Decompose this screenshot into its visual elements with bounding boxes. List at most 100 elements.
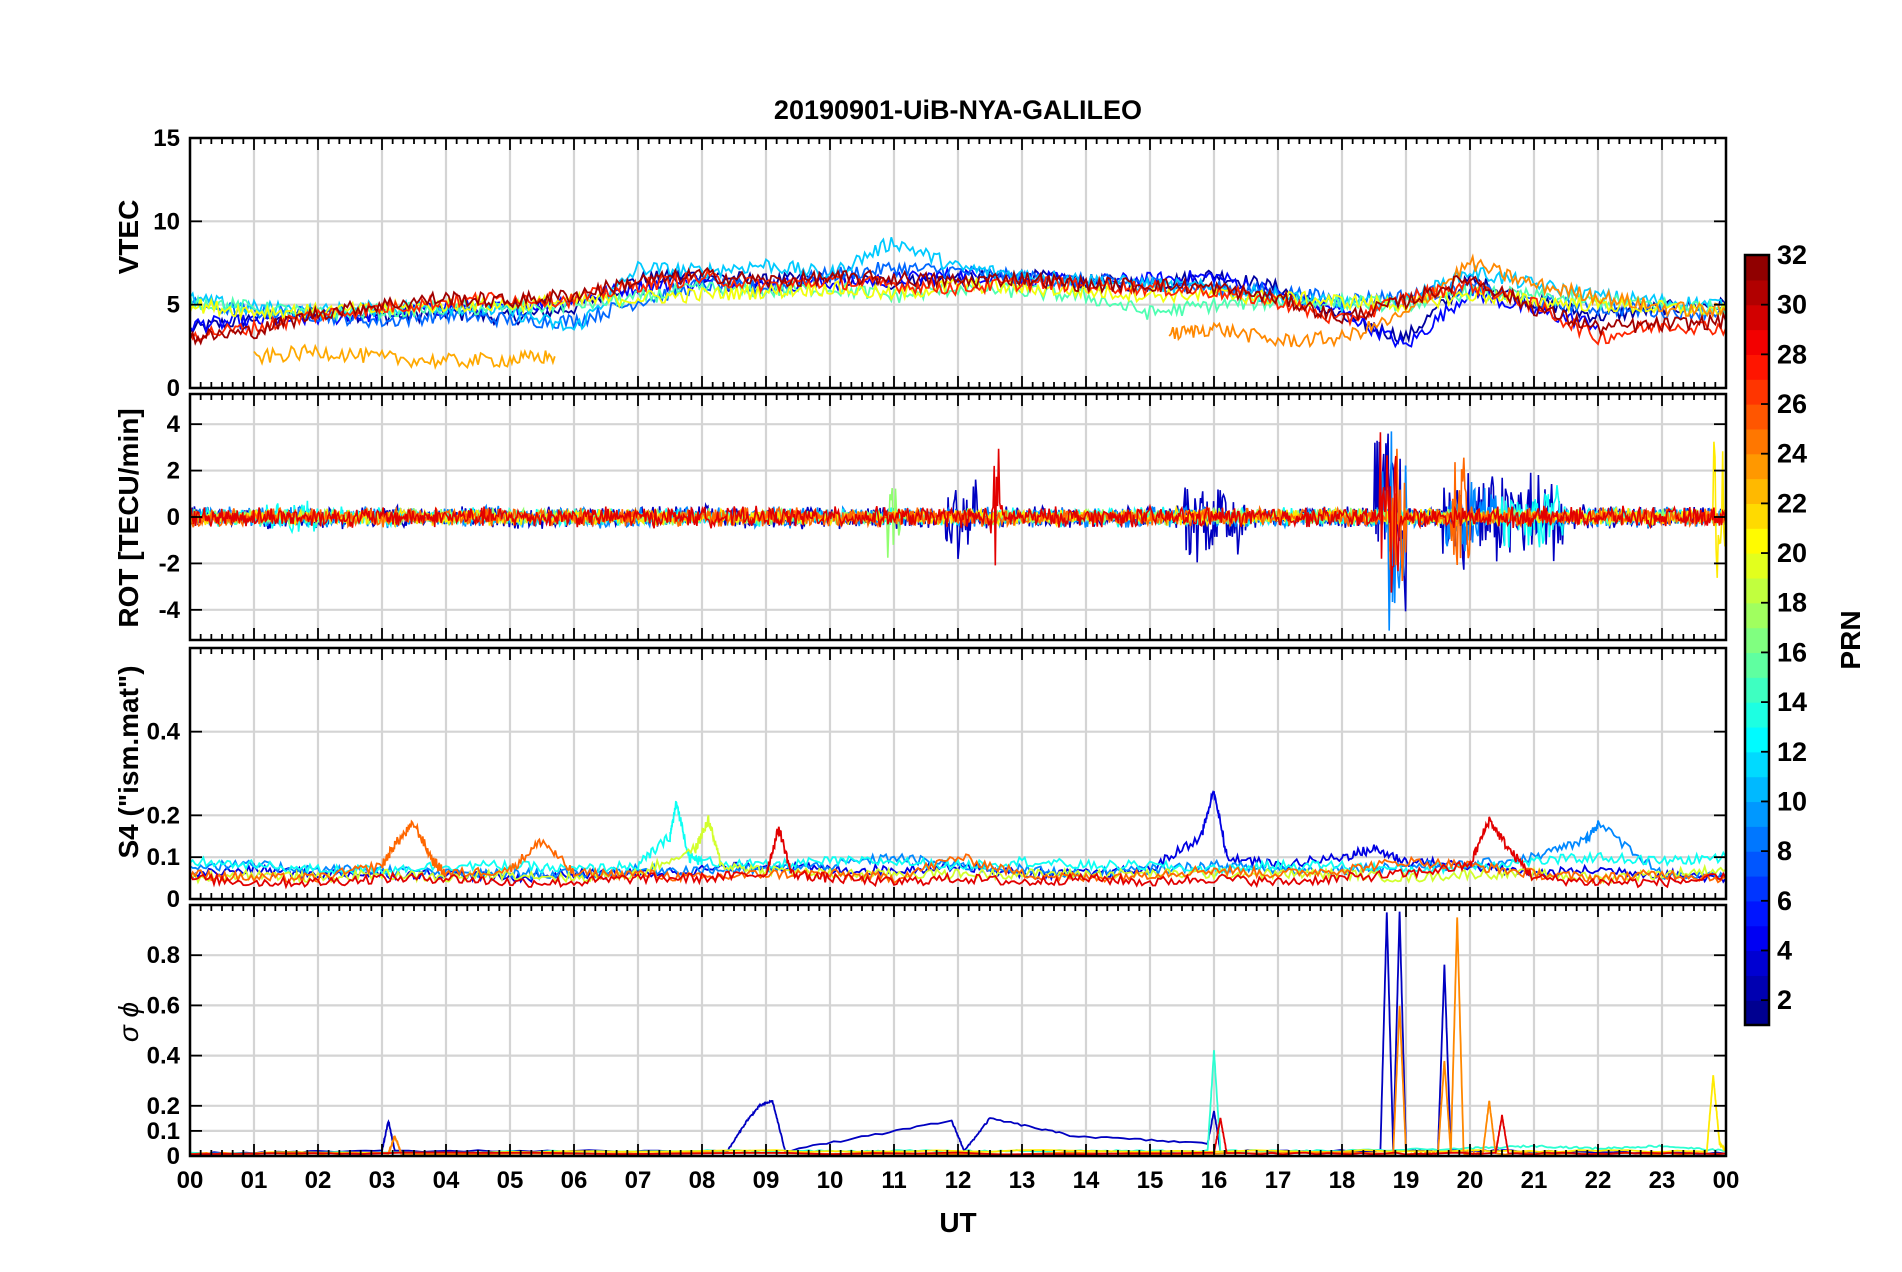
x-tick-label: 16 (1201, 1167, 1228, 1194)
y-tick-label: 0 (167, 504, 180, 531)
series-group-s4 (190, 789, 1726, 890)
x-tick-label: 14 (1073, 1167, 1100, 1194)
colorbar-segment (1745, 1000, 1769, 1026)
x-tick-label: 05 (497, 1167, 524, 1194)
y-tick-label: 0.4 (147, 1043, 181, 1070)
x-tick-label: 15 (1137, 1167, 1164, 1194)
colorbar-tick-label: 28 (1777, 339, 1807, 369)
colorbar-segment (1745, 503, 1769, 529)
y-tick-label: 15 (153, 125, 180, 152)
y-tick-label: 0.8 (147, 942, 180, 969)
colorbar-tick-label: 4 (1777, 935, 1792, 965)
x-tick-label: 02 (305, 1167, 332, 1194)
colorbar-segment (1745, 602, 1769, 629)
x-axis-label: UT (939, 1207, 976, 1238)
colorbar-segment (1745, 379, 1769, 405)
colorbar-tick-label: 30 (1777, 290, 1807, 320)
colorbar-segment (1745, 428, 1769, 455)
x-tick-label: 09 (753, 1167, 780, 1194)
y-tick-label: -4 (159, 597, 181, 624)
y-tick-label: 5 (167, 292, 180, 319)
y-tick-label: 0 (167, 886, 180, 913)
x-tick-label: 13 (1009, 1167, 1036, 1194)
x-tick-label: 22 (1585, 1167, 1612, 1194)
series-line-prn-25 (190, 819, 1726, 885)
x-tick-label: 23 (1649, 1167, 1676, 1194)
series-line-prn-24 (1168, 253, 1726, 349)
colorbar-segment (1745, 553, 1769, 579)
colorbar-segment (1745, 478, 1769, 504)
series-line-prn-29 (190, 432, 1726, 593)
colorbar-tick-label: 22 (1777, 488, 1807, 518)
colorbar-frame (1743, 253, 1771, 1027)
series-group-sigma_phi (190, 911, 1726, 1156)
colorbar-tick-label: 16 (1777, 637, 1807, 667)
series-line-prn-27 (190, 269, 1726, 346)
series-line-prn-23 (253, 343, 556, 370)
series-line-prn-13 (190, 800, 1726, 877)
x-tick-label: 20 (1457, 1167, 1484, 1194)
colorbar-segment (1745, 950, 1769, 976)
colorbar-segment (1745, 677, 1769, 703)
x-tick-label: 11 (881, 1167, 906, 1194)
colorbar-segment (1745, 652, 1769, 678)
colorbar-tick-label: 26 (1777, 389, 1807, 419)
colorbar-segment (1745, 627, 1769, 654)
x-tick-label: 07 (625, 1167, 652, 1194)
colorbar-segment (1745, 329, 1769, 355)
series-line-prn-31 (190, 266, 1726, 346)
y-axis-label-rot: ROT [TECU/min] (113, 408, 144, 627)
colorbar-tick-label: 14 (1777, 687, 1807, 717)
x-tick-label: 10 (817, 1167, 844, 1194)
colorbar-tick-label: 24 (1777, 439, 1807, 469)
colorbar-segment (1745, 577, 1769, 604)
x-tick-label: 17 (1265, 1167, 1292, 1194)
colorbar-tick-label: 20 (1777, 538, 1807, 568)
colorbar-segment (1745, 975, 1769, 1001)
y-tick-label: 0.1 (147, 1118, 180, 1145)
y-tick-label: -2 (159, 550, 180, 577)
colorbar-segment (1745, 453, 1769, 480)
y-axis-label-sigma: σ ϕ (113, 1002, 144, 1042)
x-tick-label: 21 (1521, 1167, 1548, 1194)
y-tick-label: 2 (167, 458, 180, 485)
colorbar-tick-label: 10 (1777, 786, 1807, 816)
colorbar-segment (1745, 851, 1769, 877)
colorbar-tick-label: 8 (1777, 836, 1792, 866)
x-tick-label: 01 (241, 1167, 268, 1194)
y-tick-label: 0 (167, 1143, 180, 1170)
colorbar-segment (1745, 776, 1769, 803)
colorbar-segment (1745, 925, 1769, 952)
colorbar-tick-label: 12 (1777, 737, 1807, 767)
x-tick-label: 19 (1393, 1167, 1420, 1194)
colorbar-segment (1745, 354, 1769, 380)
series-group-vtec (190, 237, 1726, 370)
colorbar-segment (1745, 304, 1769, 331)
series-line-prn-11 (190, 237, 1726, 332)
x-tick-label: 00 (177, 1167, 204, 1194)
y-tick-label: 0 (167, 375, 180, 402)
colorbar-segment (1745, 900, 1769, 927)
colorbar-segment (1745, 255, 1769, 281)
y-tick-label: 0.2 (147, 802, 180, 829)
y-tick-label: 10 (153, 208, 180, 235)
y-tick-label: 0.2 (147, 1093, 180, 1120)
x-tick-label: 03 (369, 1167, 396, 1194)
x-tick-label: 08 (689, 1167, 716, 1194)
y-tick-label: 0.1 (147, 844, 180, 871)
colorbar-segment (1745, 826, 1769, 852)
x-tick-label: 06 (561, 1167, 588, 1194)
colorbar-tick-label: 2 (1777, 985, 1792, 1015)
x-tick-label: 12 (945, 1167, 972, 1194)
series-line-prn-29 (190, 1114, 1726, 1156)
x-tick-label: 04 (433, 1167, 460, 1194)
series-line-prn-20 (190, 276, 1726, 322)
series-line-prn-24 (190, 917, 1726, 1156)
colorbar-tick-label: 32 (1777, 240, 1807, 270)
chart-title: 20190901-UiB-NYA-GALILEO (774, 95, 1142, 125)
colorbar-segment (1745, 702, 1769, 728)
colorbar-segment (1745, 726, 1769, 753)
colorbar-segment (1745, 751, 1769, 778)
